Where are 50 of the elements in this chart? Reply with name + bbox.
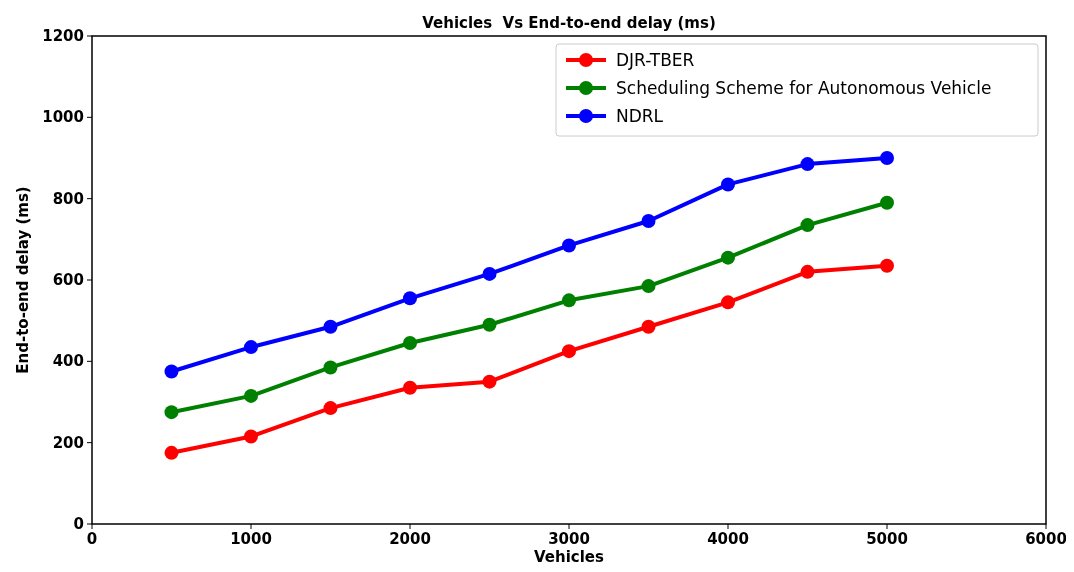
point	[323, 401, 338, 416]
point	[880, 195, 894, 210]
point	[721, 295, 735, 310]
x-tick-label: 3000	[548, 530, 590, 548]
point	[323, 360, 338, 375]
x-tick-label: 4000	[707, 530, 749, 548]
point	[164, 445, 179, 460]
y-tick-label: 600	[52, 271, 84, 289]
x-tick-label: 6000	[1025, 530, 1067, 548]
point	[641, 279, 656, 294]
point	[880, 151, 894, 165]
y-axis-title: End-to-end delay (ms)	[14, 186, 32, 374]
point	[721, 177, 735, 192]
point	[482, 374, 497, 389]
point	[800, 264, 815, 279]
point	[721, 250, 735, 265]
point	[403, 380, 417, 395]
point	[562, 238, 576, 253]
point	[244, 388, 258, 403]
point	[403, 291, 417, 306]
legend-label: Scheduling Scheme for Autonomous Vehicle	[616, 78, 992, 98]
legend-label: NDRL	[616, 106, 664, 126]
x-axis-title: Vehicles	[534, 548, 605, 566]
point	[641, 319, 656, 334]
point	[244, 340, 258, 355]
point	[482, 266, 497, 281]
point	[403, 336, 417, 351]
point	[164, 405, 179, 420]
point	[641, 214, 656, 229]
x-tick-label: 2000	[389, 530, 431, 548]
y-tick-label: 1000	[42, 108, 84, 127]
y-tick-label: 0	[73, 515, 84, 533]
point	[244, 429, 258, 444]
point	[880, 258, 894, 273]
x-tick-label: 1000	[230, 530, 272, 548]
x-tick-label: 0	[86, 530, 98, 548]
point	[800, 157, 815, 172]
point	[562, 293, 576, 308]
point	[562, 344, 576, 359]
y-tick-label: 200	[52, 433, 84, 452]
point	[800, 218, 815, 233]
x-tick-label: 5000	[866, 530, 908, 548]
legend-label: DJR-TBER	[616, 50, 695, 70]
point	[482, 317, 497, 332]
y-tick-label: 1200	[42, 27, 84, 45]
point	[323, 319, 338, 334]
y-tick-label: 800	[52, 189, 84, 208]
chart-title: Vehicles Vs End-to-end delay (ms)	[422, 14, 716, 32]
y-tick-label: 400	[52, 352, 84, 371]
point	[164, 364, 179, 379]
